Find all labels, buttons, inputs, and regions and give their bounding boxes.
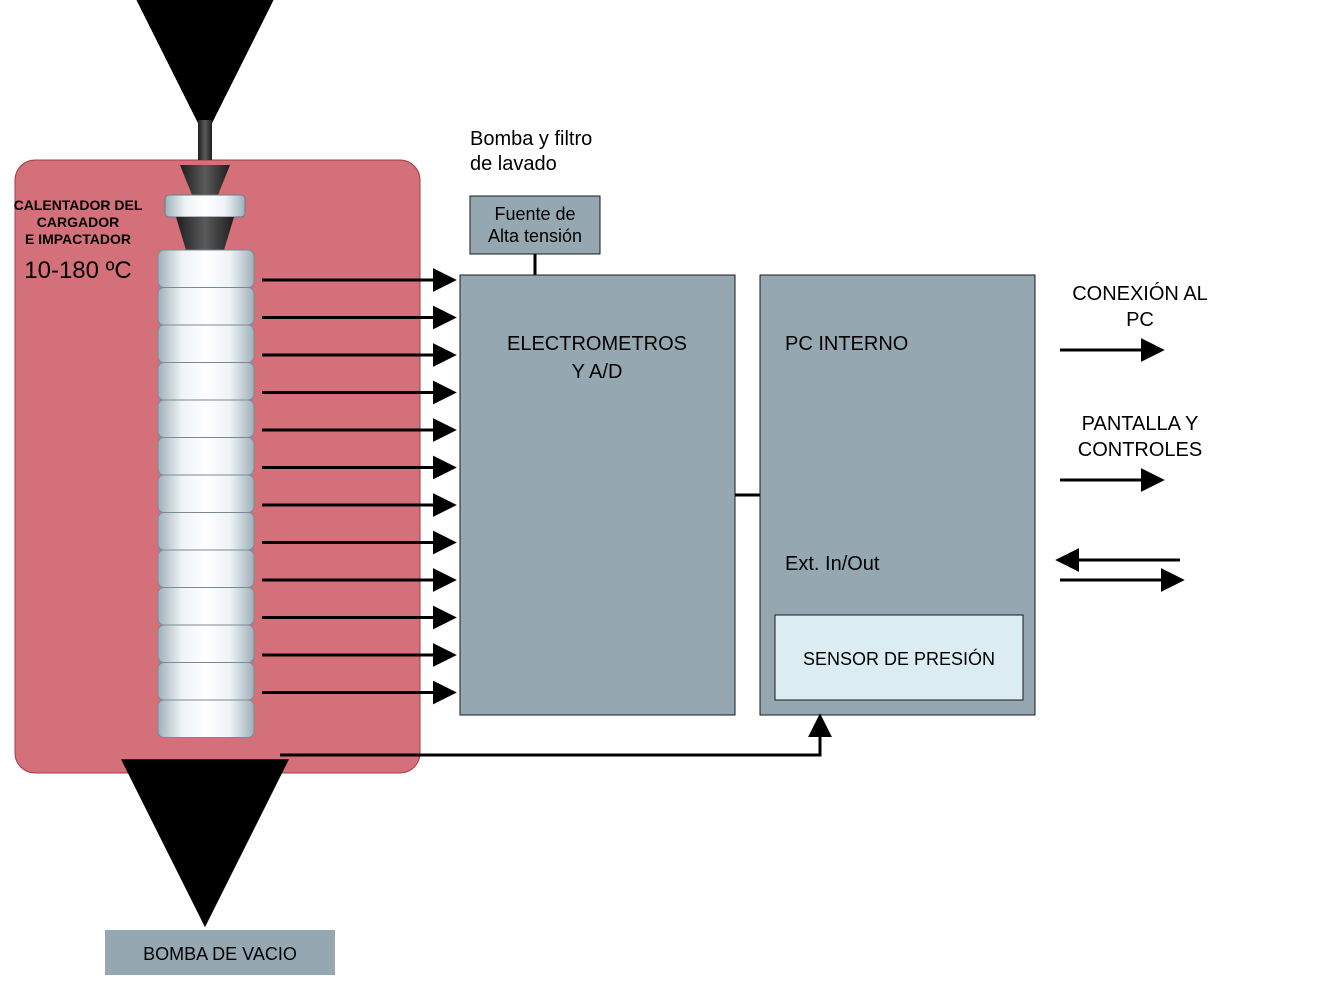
pump-filter-label-line2: de lavado [470, 153, 557, 175]
heater-temp-label: 10-180 ºC [24, 257, 132, 284]
heater-label-line2: CARGADOR [37, 214, 119, 230]
hv-label-line1: Fuente de [494, 204, 575, 224]
system-diagram: CALENTADOR DEL CARGADOR E IMPACTADOR 10-… [0, 0, 1334, 999]
pump-filter-label-line1: Bomba y filtro [470, 128, 592, 150]
electrometer-label-line2: Y A/D [572, 361, 623, 383]
electrometer-label-line1: ELECTROMETROS [507, 333, 687, 355]
ext-io-label: Ext. In/Out [785, 553, 880, 575]
pc-connection-label-line1: CONEXIÓN AL [1072, 282, 1208, 305]
internal-pc-label: PC INTERNO [785, 333, 908, 355]
pressure-sensor-label: SENSOR DE PRESIÓN [803, 648, 995, 669]
pc-connection-label-line2: PC [1126, 309, 1154, 331]
impactor-column [158, 120, 254, 738]
heater-label-line3: E IMPACTADOR [25, 231, 131, 247]
hv-label-line2: Alta tensión [488, 226, 582, 246]
heater-label-line1: CALENTADOR DEL [14, 197, 143, 213]
screen-controls-label-line2: CONTROLES [1078, 439, 1202, 461]
screen-controls-label-line1: PANTALLA Y [1082, 413, 1199, 435]
vacuum-pump-label: BOMBA DE VACIO [143, 944, 297, 964]
